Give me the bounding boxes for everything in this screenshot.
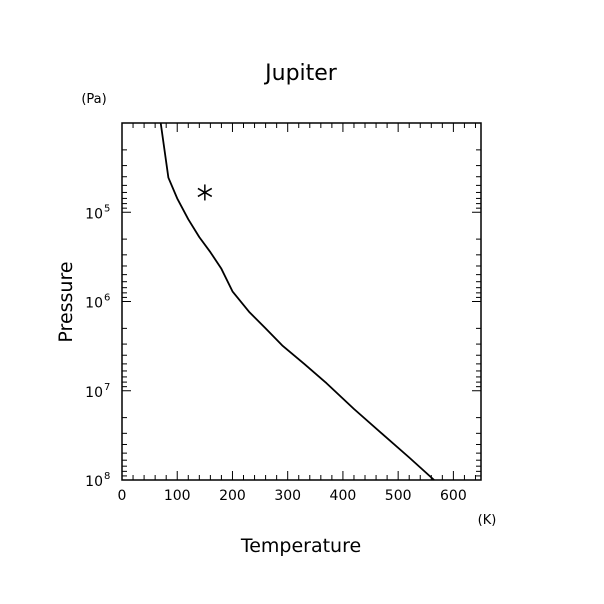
plot-frame xyxy=(121,122,482,481)
y-tick-label: 10 xyxy=(85,206,103,222)
x-tick-label: 300 xyxy=(274,488,301,504)
x-tick-label: 200 xyxy=(219,488,246,504)
y-tick-label: 10 xyxy=(85,385,103,401)
series-layer xyxy=(159,122,435,481)
x-axis-title: Temperature xyxy=(240,535,361,557)
asterisk-marker xyxy=(197,184,213,201)
y-axis-title: Pressure xyxy=(55,261,77,342)
y-axis-unit: (Pa) xyxy=(81,92,106,107)
y-tick-exponent: 5 xyxy=(104,203,110,214)
x-tick-label: 100 xyxy=(164,488,191,504)
asterisk-stroke xyxy=(197,187,213,198)
y-tick-label: 10 xyxy=(85,296,103,312)
series-line xyxy=(159,122,435,481)
x-tick-label: 500 xyxy=(385,488,412,504)
y-tick-label: 10 xyxy=(85,474,103,490)
x-tick-label: 600 xyxy=(440,488,467,504)
x-axis-unit: (K) xyxy=(478,513,497,528)
y-tick-exponent: 6 xyxy=(104,293,110,304)
axis-ticks xyxy=(121,122,481,480)
y-tick-exponent: 8 xyxy=(104,471,110,482)
x-tick-label: 400 xyxy=(330,488,357,504)
x-tick-label: 0 xyxy=(118,488,127,504)
marker-layer xyxy=(197,184,213,201)
y-tick-exponent: 7 xyxy=(104,382,110,393)
chart-title: Jupiter xyxy=(263,61,338,86)
